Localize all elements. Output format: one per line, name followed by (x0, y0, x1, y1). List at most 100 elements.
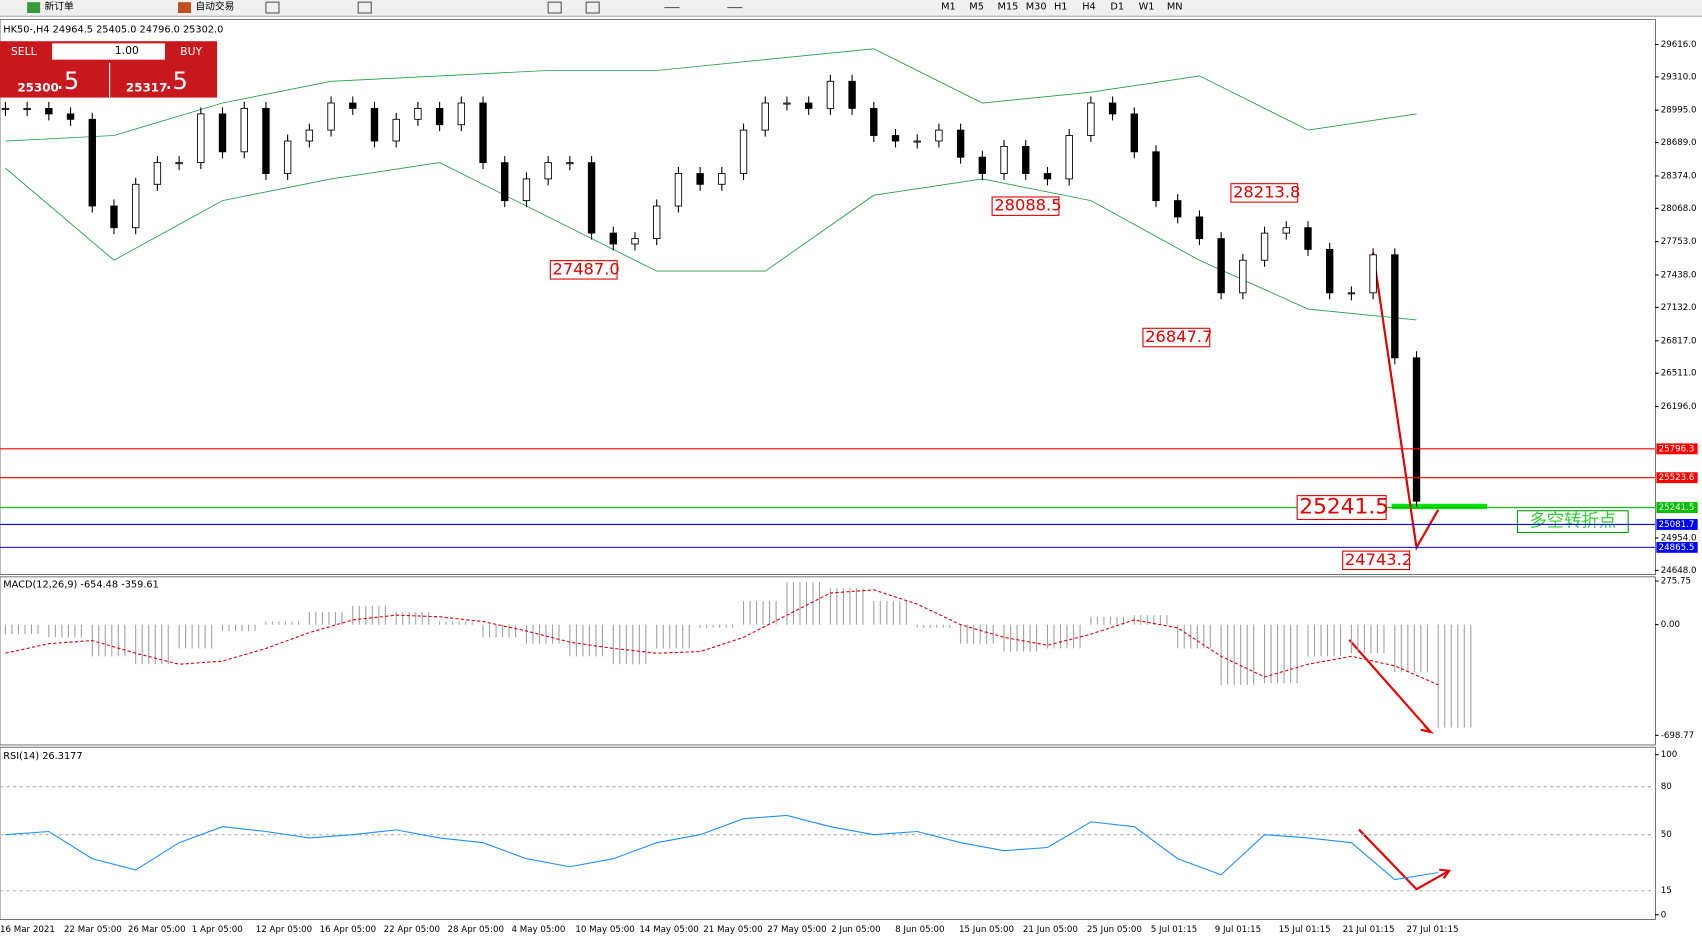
buy-price[interactable]: 25317 (126, 80, 168, 94)
macd-signal (5, 589, 1439, 686)
timeframe-button[interactable]: M30 (1026, 2, 1047, 13)
timeframe-button[interactable]: M15 (998, 2, 1019, 13)
timeframe-button[interactable]: D1 (1110, 2, 1124, 13)
level-label: 25081.7 (1659, 520, 1695, 530)
tool-icons (265, 1, 743, 14)
time-label: 22 Mar 05:00 (64, 925, 122, 935)
time-label: 14 May 05:00 (639, 925, 698, 935)
macd-pane (0, 576, 1656, 746)
candle (566, 162, 574, 165)
auto-trading-icon (178, 2, 192, 14)
auto-trading-button[interactable]: 自动交易 (195, 0, 234, 13)
sell-button[interactable]: SELL (11, 45, 37, 58)
macd-arrow-head (1420, 724, 1435, 734)
rsi-line (5, 814, 1439, 881)
candle (66, 113, 75, 120)
candle (1325, 248, 1334, 294)
lots-value[interactable]: 1.00 (115, 44, 139, 57)
new-order-button[interactable]: 新订单 (45, 0, 75, 13)
candle (1282, 227, 1290, 234)
macd-arrow (1348, 639, 1432, 733)
time-label: 25 Jun 05:00 (1087, 925, 1142, 935)
y-tick-label: 0 (1661, 910, 1667, 920)
tool-icon[interactable] (585, 1, 600, 14)
candle (522, 178, 531, 202)
annotation: 27487.0 (552, 259, 619, 278)
candle (1000, 145, 1008, 174)
timeframe-button[interactable]: MN (1167, 2, 1183, 13)
y-tick-label: 26511.0 (1661, 369, 1697, 379)
annotation: 25241.5 (1299, 495, 1389, 520)
candle (631, 238, 639, 245)
timeframe-button[interactable]: H4 (1082, 2, 1096, 13)
note-text: 多空转折点 (1529, 512, 1616, 532)
bollinger-band (5, 162, 1417, 321)
annotation-box (1230, 183, 1299, 203)
rsi-arrow (1358, 828, 1450, 891)
new-order-icon (27, 2, 41, 14)
buy-button[interactable]: BUY (180, 45, 202, 58)
y-tick-label: 275.75 (1661, 577, 1691, 587)
buy-pips[interactable]: .5 (165, 67, 188, 95)
level-label: 25523.6 (1659, 473, 1695, 483)
candle (1, 107, 10, 110)
candle (848, 80, 856, 109)
annotation-box (1342, 550, 1411, 571)
timeframe-button[interactable]: W1 (1139, 2, 1155, 13)
annotation: 28213.8 (1233, 182, 1300, 201)
level-label: 25241.5 (1659, 503, 1695, 513)
sell-pips[interactable]: .5 (56, 67, 79, 95)
time-label: 28 Apr 05:00 (448, 925, 504, 935)
candle (1087, 102, 1095, 136)
y-tick-label: -698.77 (1661, 731, 1694, 741)
trade-panel: SELL 1.00 BUY 25300 .5 25317 .5 (0, 41, 218, 98)
y-tick-label: 50 (1661, 830, 1672, 840)
candle (718, 173, 726, 185)
candle (1391, 254, 1399, 359)
time-label: 10 May 05:00 (575, 925, 634, 935)
candle (1108, 102, 1117, 115)
candle (1174, 200, 1182, 218)
candle (110, 205, 118, 229)
timeframe-button[interactable]: H1 (1054, 2, 1068, 13)
time-label: 16 Mar 2021 (0, 925, 55, 935)
annotation-box (1296, 495, 1387, 521)
y-tick-label: 27132.0 (1661, 303, 1697, 313)
time-label: 27 Jul 01:15 (1407, 925, 1459, 935)
candle (392, 118, 400, 142)
candle (1412, 357, 1421, 502)
candle (131, 183, 140, 229)
candle (761, 102, 769, 131)
y-tick-label: 24648.0 (1661, 566, 1697, 576)
tool-icon[interactable] (265, 1, 280, 14)
candle (544, 162, 552, 180)
time-label: 12 Apr 05:00 (256, 925, 312, 935)
candle (240, 107, 248, 153)
candle (1239, 259, 1247, 294)
timeframe-button[interactable]: M1 (941, 2, 956, 13)
candle (913, 140, 921, 143)
time-label: 2 Jun 05:00 (831, 925, 881, 935)
lots-input[interactable] (52, 43, 165, 60)
tool-icon[interactable] (547, 1, 562, 14)
candle (197, 113, 205, 164)
rsi-header: RSI(14) 26.3177 (3, 751, 82, 762)
y-tick-label: 28995.0 (1661, 106, 1697, 116)
candle (457, 102, 466, 126)
candle (1130, 113, 1138, 153)
rsi-pane (0, 746, 1656, 920)
y-tick-label: 29616.0 (1661, 40, 1697, 50)
timeframe-button[interactable]: M5 (969, 2, 984, 13)
annotation: 24743.2 (1345, 550, 1412, 569)
sell-price[interactable]: 25300 (17, 80, 59, 94)
candle (45, 107, 53, 115)
annotation: 26847.7 (1145, 327, 1212, 346)
tool-icon[interactable] (357, 1, 372, 14)
time-label: 5 Jul 01:15 (1151, 925, 1197, 935)
rsi-arrow-head (1439, 868, 1452, 879)
candle (153, 162, 162, 185)
y-tick-label: 0.00 (1661, 620, 1680, 630)
time-label: 21 Jun 05:00 (1023, 925, 1078, 935)
note-box (1516, 510, 1629, 533)
